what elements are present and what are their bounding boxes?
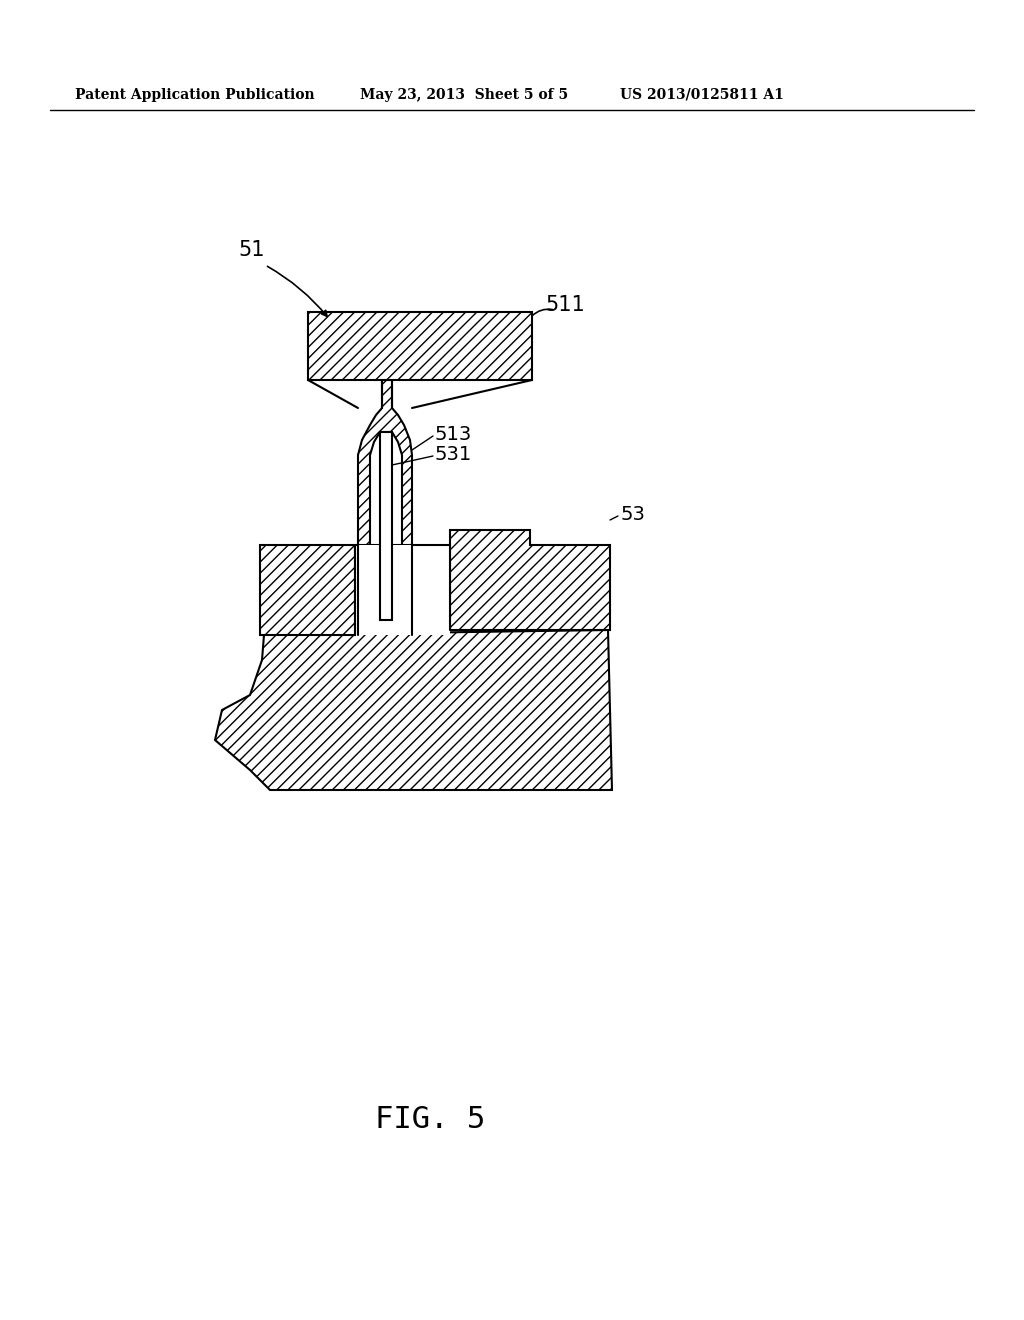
Polygon shape (370, 432, 402, 545)
Text: FIG. 5: FIG. 5 (375, 1106, 485, 1134)
Text: 511: 511 (545, 294, 585, 315)
Text: Patent Application Publication: Patent Application Publication (75, 88, 314, 102)
Polygon shape (380, 432, 392, 620)
Text: 51: 51 (238, 240, 264, 260)
Polygon shape (260, 545, 355, 635)
Text: 53: 53 (620, 506, 645, 524)
Text: May 23, 2013  Sheet 5 of 5: May 23, 2013 Sheet 5 of 5 (360, 88, 568, 102)
Polygon shape (215, 630, 612, 789)
Text: 531: 531 (435, 446, 472, 465)
Text: 513: 513 (435, 425, 472, 445)
Polygon shape (450, 531, 610, 630)
Polygon shape (358, 370, 412, 545)
Text: US 2013/0125811 A1: US 2013/0125811 A1 (620, 88, 784, 102)
Polygon shape (355, 545, 450, 635)
Polygon shape (308, 312, 532, 380)
